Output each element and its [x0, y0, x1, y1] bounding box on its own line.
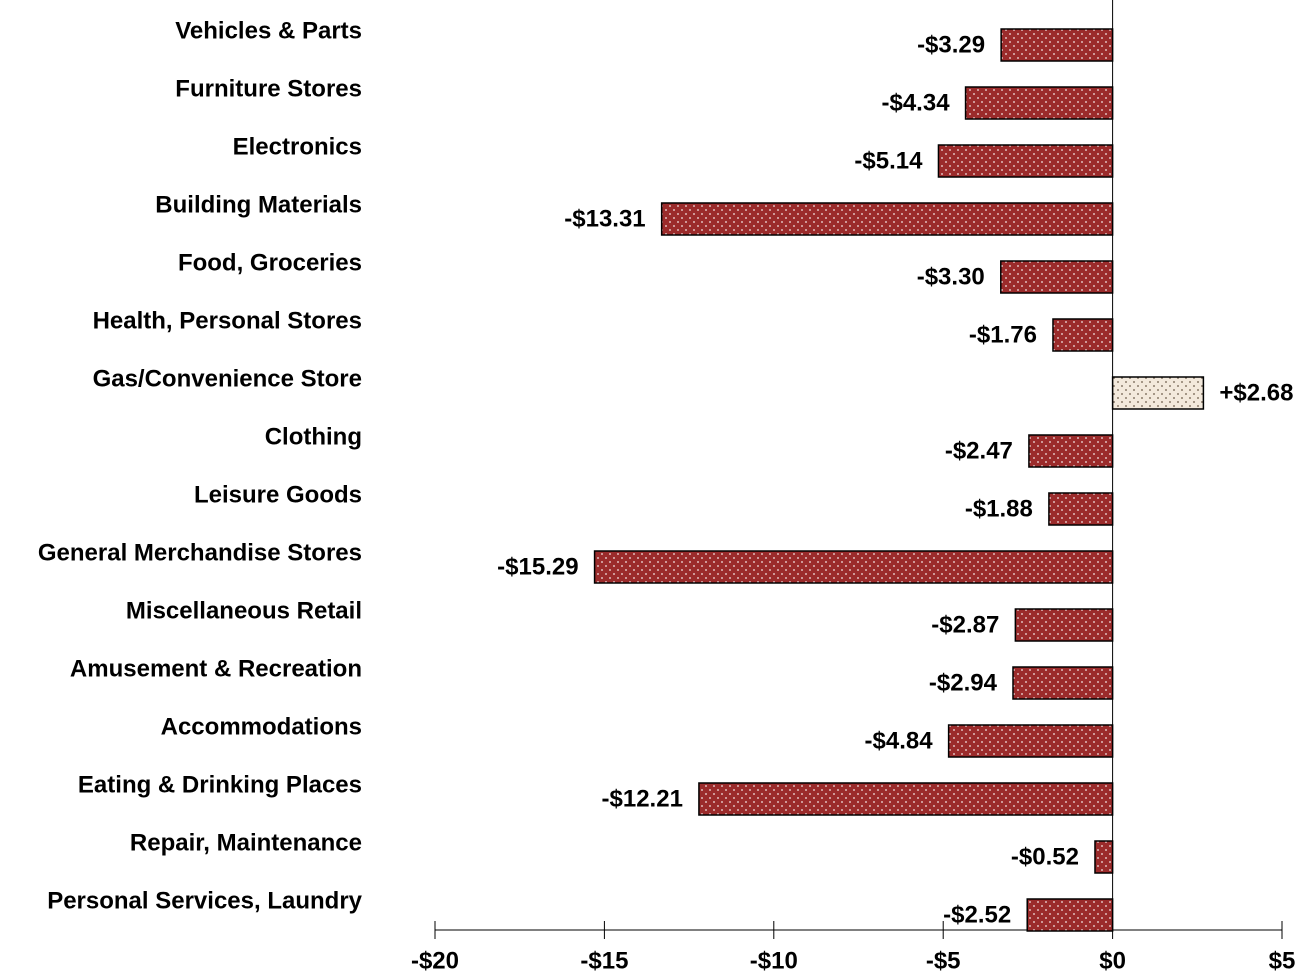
category-label: Building Materials	[155, 191, 362, 218]
value-label: -$0.52	[1011, 843, 1079, 870]
bar	[1028, 434, 1114, 468]
category-label: General Merchandise Stores	[38, 539, 362, 566]
value-label: -$15.29	[497, 553, 578, 580]
value-label: -$2.52	[943, 901, 1011, 928]
x-tick-label: $5	[1269, 947, 1296, 974]
value-label: -$1.76	[969, 321, 1037, 348]
bar	[1014, 608, 1114, 642]
bar	[1000, 260, 1114, 294]
category-label: Amusement & Recreation	[70, 655, 362, 682]
bar	[1111, 376, 1205, 410]
category-label: Electronics	[233, 133, 362, 160]
x-tick-label: -$10	[750, 947, 798, 974]
value-label: -$1.88	[965, 495, 1033, 522]
category-label: Health, Personal Stores	[93, 307, 362, 334]
category-label: Leisure Goods	[194, 481, 362, 508]
x-tick-label: -$5	[926, 947, 961, 974]
x-tick-label: -$15	[580, 947, 628, 974]
value-label: -$12.21	[602, 785, 683, 812]
x-tick-label: $0	[1099, 947, 1126, 974]
category-label: Personal Services, Laundry	[47, 887, 362, 914]
bar	[1052, 318, 1114, 352]
value-label: -$13.31	[564, 205, 645, 232]
category-label: Vehicles & Parts	[175, 17, 362, 44]
value-label: -$3.30	[917, 263, 985, 290]
value-label: -$3.29	[917, 31, 985, 58]
bar	[660, 202, 1114, 236]
bar	[698, 782, 1114, 816]
bar	[1048, 492, 1114, 526]
value-label: +$2.68	[1219, 379, 1293, 406]
category-label: Miscellaneous Retail	[126, 597, 362, 624]
category-label: Furniture Stores	[175, 75, 362, 102]
value-label: -$5.14	[854, 147, 923, 174]
category-label: Food, Groceries	[178, 249, 362, 276]
category-label: Repair, Maintenance	[130, 829, 362, 856]
value-label: -$2.87	[931, 611, 999, 638]
value-label: -$2.47	[945, 437, 1013, 464]
bar	[964, 86, 1114, 120]
category-label: Gas/Convenience Store	[93, 365, 362, 392]
value-label: -$4.34	[881, 89, 950, 116]
category-label: Accommodations	[161, 713, 362, 740]
x-tick-label: -$20	[411, 947, 459, 974]
value-label: -$2.94	[929, 669, 998, 696]
bar	[1000, 28, 1114, 62]
value-label: -$4.84	[865, 727, 934, 754]
category-label: Eating & Drinking Places	[78, 771, 362, 798]
bar	[947, 724, 1114, 758]
bar	[1012, 666, 1114, 700]
bar	[1026, 898, 1114, 932]
bar	[593, 550, 1114, 584]
bar	[937, 144, 1114, 178]
category-label: Clothing	[265, 423, 362, 450]
bar	[1094, 840, 1114, 874]
